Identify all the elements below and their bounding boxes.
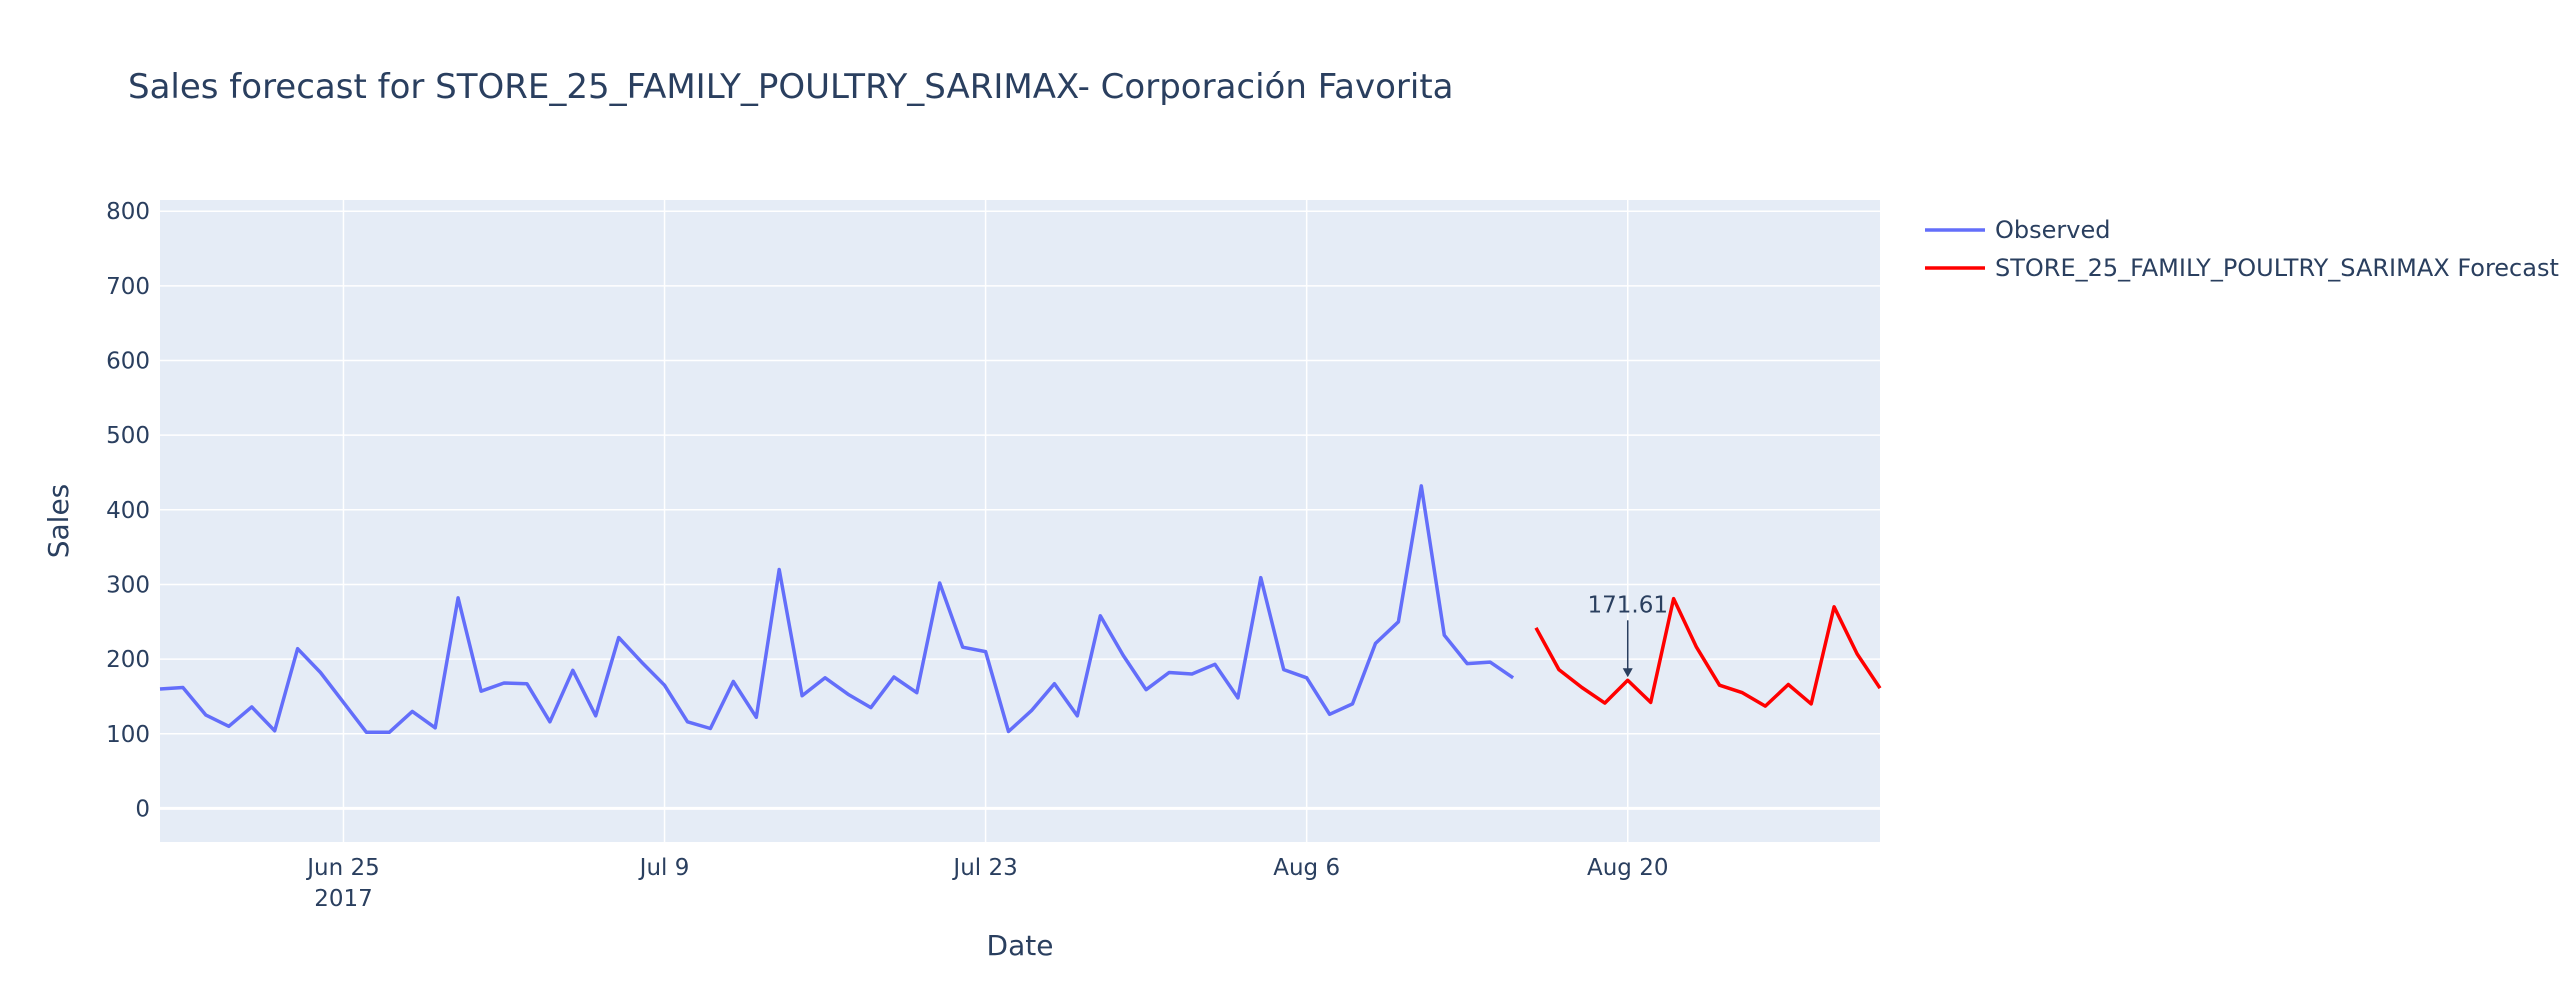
legend-label: Observed (1995, 216, 2110, 244)
annotations: 171.61 (1587, 592, 1668, 678)
y-tick-label: 300 (106, 572, 150, 598)
y-tick-label: 600 (106, 349, 150, 375)
y-axis-title: Sales (42, 484, 75, 559)
y-tick-label: 400 (106, 498, 150, 524)
series-line-forecast (1534, 596, 1882, 708)
series-line-observed (159, 484, 1515, 735)
y-tick-label: 700 (106, 274, 150, 300)
x-tick-label: Aug 6 (1273, 855, 1340, 881)
y-tick-label: 200 (106, 647, 150, 673)
chart-title: Sales forecast for STORE_25_FAMILY_POULT… (128, 67, 1454, 107)
legend[interactable]: Observed STORE_25_FAMILY_POULTRY_SARIMAX … (1925, 216, 2559, 282)
series-lines (159, 484, 1882, 735)
x-tick-sublabel: 2017 (314, 886, 373, 912)
x-tick-label: Jun 25 (305, 855, 380, 881)
legend-label: STORE_25_FAMILY_POULTRY_SARIMAX Forecast (1995, 254, 2559, 282)
axis-ticks: 0 100 200 300 400 500 600 700 800 Jun 25 2017 Jul 9… (106, 199, 1668, 912)
annotation-label: 171.61 (1587, 592, 1667, 618)
plot-area (160, 200, 1880, 842)
y-tick-label: 100 (106, 722, 150, 748)
x-tick-label: Jul 23 (951, 855, 1017, 881)
y-tick-label: 0 (135, 796, 150, 822)
annotation-arrow-head (1622, 668, 1633, 678)
y-tick-label: 800 (106, 199, 150, 225)
x-tick-label: Jul 9 (638, 855, 690, 881)
x-axis-title: Date (987, 929, 1054, 962)
y-tick-label: 500 (106, 423, 150, 449)
x-tick-label: Aug 20 (1587, 855, 1669, 881)
